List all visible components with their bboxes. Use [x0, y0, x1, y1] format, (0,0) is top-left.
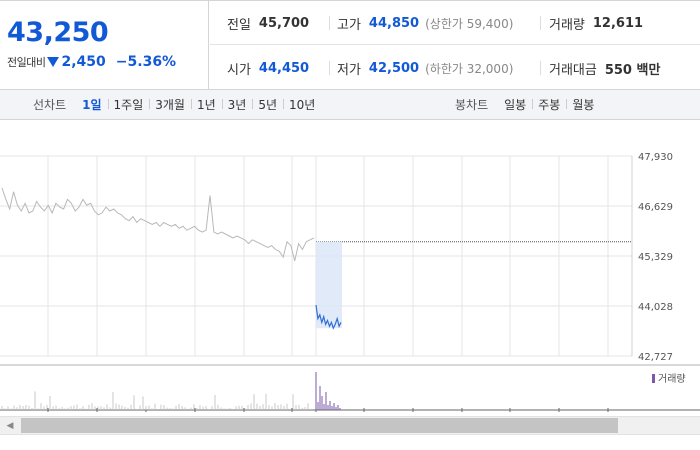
chart-scrollbar[interactable]: ◀: [0, 412, 700, 438]
tab-10year[interactable]: 10년: [283, 96, 321, 113]
stat-value: 550 백만: [604, 62, 661, 78]
candle-chart-title: 봉차트: [455, 98, 489, 112]
candle-chart-periods: 봉차트 일봉 주봉 월봉: [455, 90, 600, 119]
stat-value: 44,450: [258, 60, 310, 76]
tab-weekly[interactable]: 주봉: [532, 96, 566, 113]
lower-limit-note: (하한가 32,000): [425, 61, 514, 76]
quote-stats: 전일 45,700 고가 44,850 (상한가 59,400) 거래량 12,…: [210, 1, 700, 90]
divider: [329, 61, 330, 75]
stat-volume: 거래량 12,611: [549, 1, 643, 45]
chart-marks: [1, 187, 632, 410]
stat-value: 12,611: [592, 15, 644, 31]
stat-label: 거래대금: [549, 62, 597, 78]
stat-label: 거래량: [549, 17, 585, 33]
period-bar: 선차트 1일 1주일 3개월 1년 3년 5년 10년 봉차트 일봉 주봉 월봉: [0, 90, 700, 120]
chart-svg: 47,930 46,629 45,329 44,028 42,727 거래량: [0, 152, 700, 412]
scroll-thumb[interactable]: [21, 418, 618, 433]
stat-label: 전일: [227, 17, 251, 33]
y-tick-label: 46,629: [638, 202, 673, 213]
quote-header: 43,250 전일대비 2,450 −5.36% 전일 45,700 고가 44…: [0, 0, 700, 90]
tab-monthly[interactable]: 월봉: [566, 96, 600, 113]
stat-label: 고가: [337, 17, 361, 33]
tab-1day[interactable]: 1일: [82, 98, 102, 112]
down-arrow-icon: [47, 57, 60, 67]
stats-row-2: 시가 44,450 저가 42,500 (하한가 32,000) 거래대금 55…: [210, 46, 700, 90]
change-row: 전일대비 2,450 −5.36%: [7, 54, 176, 70]
chart-labels: 47,930 46,629 45,329 44,028 42,727 거래량: [638, 152, 686, 385]
price-line-series-2: [315, 305, 342, 330]
scroll-left-arrow-icon[interactable]: ◀: [6, 420, 14, 431]
change-label: 전일대비: [7, 56, 46, 69]
tab-1year[interactable]: 1년: [190, 96, 222, 113]
stat-label: 시가: [227, 62, 251, 78]
stat-low: 저가 42,500 (하한가 32,000): [337, 46, 513, 90]
stat-value: 44,850: [368, 15, 420, 31]
volume-legend-swatch: [652, 374, 655, 383]
divider: [540, 16, 541, 30]
stat-prev-close: 전일 45,700: [227, 1, 309, 45]
stat-high: 고가 44,850 (상한가 59,400): [337, 1, 513, 45]
y-tick-label: 47,930: [638, 152, 673, 163]
tab-3month[interactable]: 3개월: [149, 96, 191, 113]
volume-legend-label: 거래량: [658, 373, 686, 385]
y-tick-label: 42,727: [638, 352, 673, 363]
price-line-series-1: [1, 187, 315, 262]
upper-limit-note: (상한가 59,400): [425, 16, 514, 31]
chart-grid: [0, 155, 700, 412]
stat-amount: 거래대금 550 백만: [549, 46, 660, 90]
line-chart-periods: 선차트 1일 1주일 3개월 1년 3년 5년 10년: [33, 90, 321, 119]
y-tick-label: 44,028: [638, 302, 673, 313]
tab-daily[interactable]: 일봉: [504, 98, 527, 112]
tab-5year[interactable]: 5년: [252, 96, 283, 113]
tab-3year[interactable]: 3년: [221, 96, 253, 113]
change-value: 2,450: [61, 54, 106, 70]
stat-open: 시가 44,450: [227, 46, 309, 90]
stat-label: 저가: [337, 62, 361, 78]
stat-value: 45,700: [258, 15, 310, 31]
drop-range-band: [316, 241, 342, 329]
stats-row-1: 전일 45,700 고가 44,850 (상한가 59,400) 거래량 12,…: [210, 1, 700, 45]
current-price: 43,250: [7, 17, 109, 48]
intraday-chart[interactable]: 47,930 46,629 45,329 44,028 42,727 거래량: [0, 120, 700, 412]
tab-1week[interactable]: 1주일: [107, 96, 150, 113]
y-tick-label: 45,329: [638, 252, 673, 263]
price-box: 43,250 전일대비 2,450 −5.36%: [0, 1, 209, 90]
stat-value: 42,500: [368, 60, 420, 76]
divider: [540, 61, 541, 75]
change-percent: −5.36%: [115, 54, 177, 70]
line-chart-title: 선차트: [33, 98, 67, 112]
divider: [329, 16, 330, 30]
